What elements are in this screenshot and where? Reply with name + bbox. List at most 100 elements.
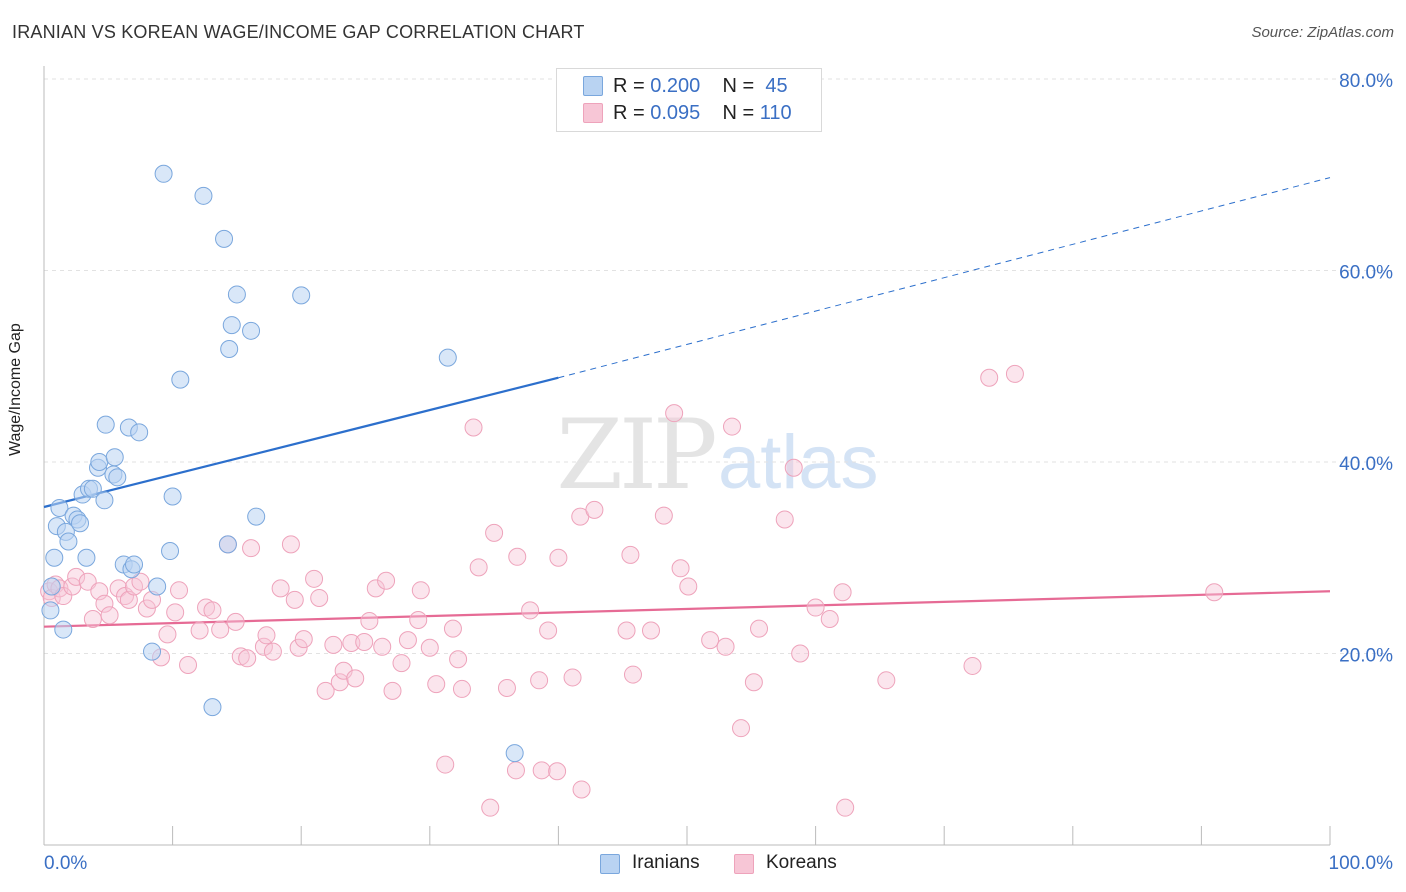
point-korean xyxy=(285,590,304,609)
point-korean xyxy=(548,762,567,781)
point-korean xyxy=(508,547,527,566)
point-korean xyxy=(78,572,97,591)
point-iranian xyxy=(71,514,90,533)
point-korean xyxy=(281,535,300,554)
point-korean xyxy=(784,458,803,477)
legend-r-value-iranians: 0.200 xyxy=(650,75,701,97)
point-korean xyxy=(231,647,250,666)
point-korean xyxy=(100,606,119,625)
point-korean xyxy=(179,655,198,674)
point-korean xyxy=(1205,583,1224,602)
point-korean xyxy=(679,577,698,596)
point-iranian xyxy=(148,577,167,596)
point-korean xyxy=(366,579,385,598)
trend-iranians-extrapolated xyxy=(558,177,1331,379)
watermark: ZIP atlas xyxy=(556,399,878,511)
point-korean xyxy=(716,637,735,656)
point-korean xyxy=(1005,364,1024,383)
y-tick-label: 80.0% xyxy=(1339,71,1393,92)
legend-r-label: R = xyxy=(613,75,645,97)
point-iranian xyxy=(77,548,96,567)
axes xyxy=(43,66,1331,846)
point-iranian xyxy=(95,491,114,510)
series-koreans xyxy=(40,364,1224,817)
point-iranian xyxy=(215,229,234,248)
point-korean xyxy=(701,631,720,650)
bottom-legend-swatch-koreans xyxy=(734,854,754,874)
point-iranian xyxy=(505,744,524,763)
point-korean xyxy=(271,579,290,598)
legend-n-value-koreans: 110 xyxy=(759,102,792,124)
point-iranian xyxy=(130,423,149,442)
point-korean xyxy=(572,780,591,799)
point-korean xyxy=(750,619,769,638)
point-korean xyxy=(170,581,189,600)
point-korean xyxy=(294,630,313,649)
point-korean xyxy=(355,633,374,652)
trend-lines xyxy=(43,177,1331,628)
x-tick-label-min: 0.0% xyxy=(44,853,87,874)
point-korean xyxy=(119,590,138,609)
point-korean xyxy=(791,644,810,663)
point-korean xyxy=(131,572,150,591)
point-iranian xyxy=(194,186,213,205)
legend-swatch-koreans xyxy=(583,103,603,123)
point-iranian xyxy=(222,316,241,335)
legend-r-label: R = xyxy=(613,102,645,124)
point-korean xyxy=(166,603,185,622)
point-iranian xyxy=(171,370,190,389)
point-korean xyxy=(190,621,209,640)
x-tick-labels: 0.0% 100.0% xyxy=(44,853,1393,874)
point-korean xyxy=(211,620,230,639)
point-korean xyxy=(342,633,361,652)
point-korean xyxy=(820,610,839,629)
point-iranian xyxy=(161,542,180,561)
point-korean xyxy=(158,625,177,644)
point-korean xyxy=(980,368,999,387)
bottom-legend-swatch-iranians xyxy=(600,854,620,874)
point-iranian xyxy=(83,479,102,498)
trend-koreans xyxy=(43,590,1331,628)
point-korean xyxy=(392,654,411,673)
point-korean xyxy=(238,649,257,668)
point-iranian xyxy=(203,698,222,717)
point-korean xyxy=(330,673,349,692)
point-korean xyxy=(54,587,73,606)
trend-iranians xyxy=(43,376,559,509)
point-korean xyxy=(305,569,324,588)
point-korean xyxy=(398,631,417,650)
point-iranian xyxy=(108,468,127,487)
x-tick-label-max: 100.0% xyxy=(1329,853,1394,874)
point-iranian xyxy=(438,348,457,367)
point-korean xyxy=(617,621,636,640)
point-korean xyxy=(485,523,504,542)
bottom-legend-label-koreans: Koreans xyxy=(766,852,837,873)
legend-r-value-koreans: 0.095 xyxy=(650,102,701,124)
point-korean xyxy=(641,621,660,640)
y-tick-label: 20.0% xyxy=(1339,646,1393,667)
point-korean xyxy=(532,761,551,780)
chart-title: IRANIAN VS KOREAN WAGE/INCOME GAP CORREL… xyxy=(12,22,585,42)
point-korean xyxy=(723,417,742,436)
point-iranian xyxy=(105,448,124,467)
watermark-zip: ZIP xyxy=(556,399,715,511)
point-korean xyxy=(563,668,582,687)
point-korean xyxy=(506,761,525,780)
point-korean xyxy=(665,404,684,423)
source-label: Source: ZipAtlas.com xyxy=(1251,24,1394,41)
point-korean xyxy=(775,510,794,529)
point-korean xyxy=(360,611,379,630)
point-iranian xyxy=(292,286,311,305)
point-iranian xyxy=(163,487,182,506)
point-korean xyxy=(449,650,468,669)
point-korean xyxy=(420,638,439,657)
point-korean xyxy=(242,539,261,558)
point-iranian xyxy=(242,321,261,340)
point-iranian xyxy=(96,415,115,434)
point-korean xyxy=(377,571,396,590)
point-korean xyxy=(963,656,982,675)
point-korean xyxy=(316,681,335,700)
point-korean xyxy=(436,755,455,774)
y-tick-label: 40.0% xyxy=(1339,454,1393,475)
